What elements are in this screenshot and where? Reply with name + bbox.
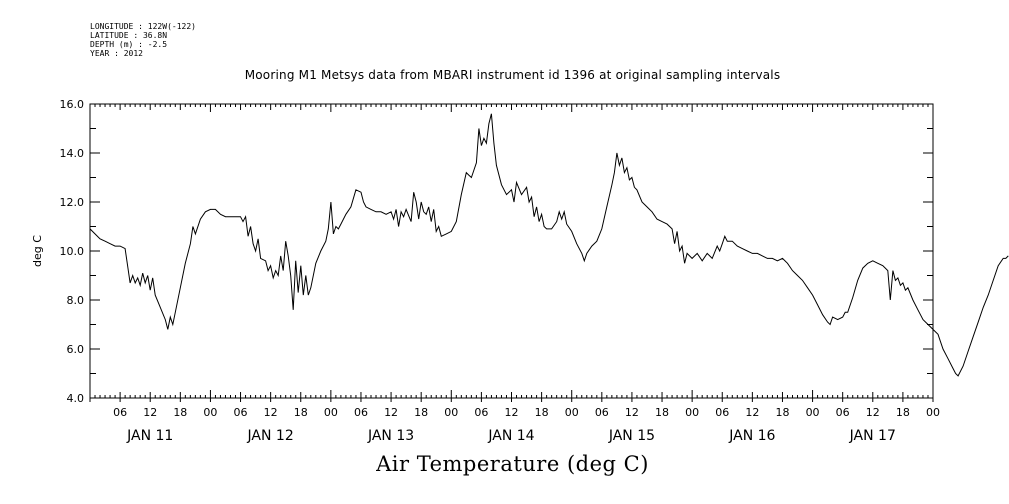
y-tick-label: 16.0 [60, 98, 85, 111]
x-hour-label: 00 [565, 406, 579, 419]
x-hour-label: 00 [926, 406, 940, 419]
x-hour-label: 18 [414, 406, 428, 419]
x-hour-label: 18 [896, 406, 910, 419]
air-temperature-line [89, 113, 1009, 377]
x-hour-label: 06 [836, 406, 850, 419]
x-hour-labels: 06 12 18 00 06 12 18 00 06 12 18 00 06 12 18 00 06 12 18 00… [113, 406, 940, 419]
x-hour-label: 18 [775, 406, 789, 419]
chart-title: Mooring M1 Metsys data from MBARI instru… [244, 68, 781, 82]
x-hour-label: 18 [173, 406, 187, 419]
meta-latitude: LATITUDE : 36.8N [90, 31, 168, 40]
x-hour-label: 12 [143, 406, 157, 419]
x-hour-label: 06 [595, 406, 609, 419]
y-tick-labels: 4.0 6.0 8.0 10.0 12.0 14.0 16.0 [60, 98, 85, 405]
y-tick-label: 8.0 [67, 294, 85, 307]
x-hour-label: 00 [203, 406, 217, 419]
axis-ticks [89, 103, 934, 402]
x-hour-label: 12 [264, 406, 278, 419]
y-tick-label: 4.0 [67, 392, 85, 405]
x-hour-label: 00 [806, 406, 820, 419]
y-axis-label: deg C [31, 235, 44, 267]
x-hour-label: 06 [113, 406, 127, 419]
y-tick-label: 10.0 [60, 245, 85, 258]
x-hour-label: 00 [685, 406, 699, 419]
x-day-label: JAN 16 [728, 428, 775, 444]
x-day-labels: JAN 11 JAN 12 JAN 13 JAN 14 JAN 15 JAN 16 JAN … [126, 428, 896, 444]
x-axis-label: Air Temperature (deg C) [376, 452, 649, 476]
x-hour-label: 12 [384, 406, 398, 419]
x-hour-label: 06 [715, 406, 729, 419]
x-hour-label: 06 [354, 406, 368, 419]
x-day-label: JAN 12 [247, 428, 294, 444]
x-hour-label: 18 [655, 406, 669, 419]
x-day-label: JAN 17 [849, 428, 896, 444]
x-hour-label: 18 [294, 406, 308, 419]
x-hour-label: 18 [535, 406, 549, 419]
meta-year: YEAR : 2012 [90, 49, 143, 58]
y-tick-label: 6.0 [67, 343, 85, 356]
x-hour-label: 00 [324, 406, 338, 419]
x-hour-label: 06 [234, 406, 248, 419]
x-hour-label: 00 [444, 406, 458, 419]
y-tick-label: 12.0 [60, 196, 85, 209]
meta-longitude: LONGITUDE : 122W(-122) [90, 22, 196, 31]
x-day-label: JAN 15 [608, 428, 655, 444]
meta-depth: DEPTH (m) : -2.5 [90, 40, 168, 49]
x-day-label: JAN 13 [367, 428, 414, 444]
x-day-label: JAN 14 [487, 428, 534, 444]
plot-frame [89, 103, 934, 399]
x-hour-label: 12 [505, 406, 519, 419]
x-hour-label: 12 [866, 406, 880, 419]
y-tick-label: 14.0 [60, 147, 85, 160]
station-metadata: LONGITUDE : 122W(-122) LATITUDE : 36.8N … [90, 22, 196, 58]
x-hour-label: 06 [474, 406, 488, 419]
x-hour-label: 12 [745, 406, 759, 419]
x-day-label: JAN 11 [126, 428, 173, 444]
x-hour-label: 12 [625, 406, 639, 419]
